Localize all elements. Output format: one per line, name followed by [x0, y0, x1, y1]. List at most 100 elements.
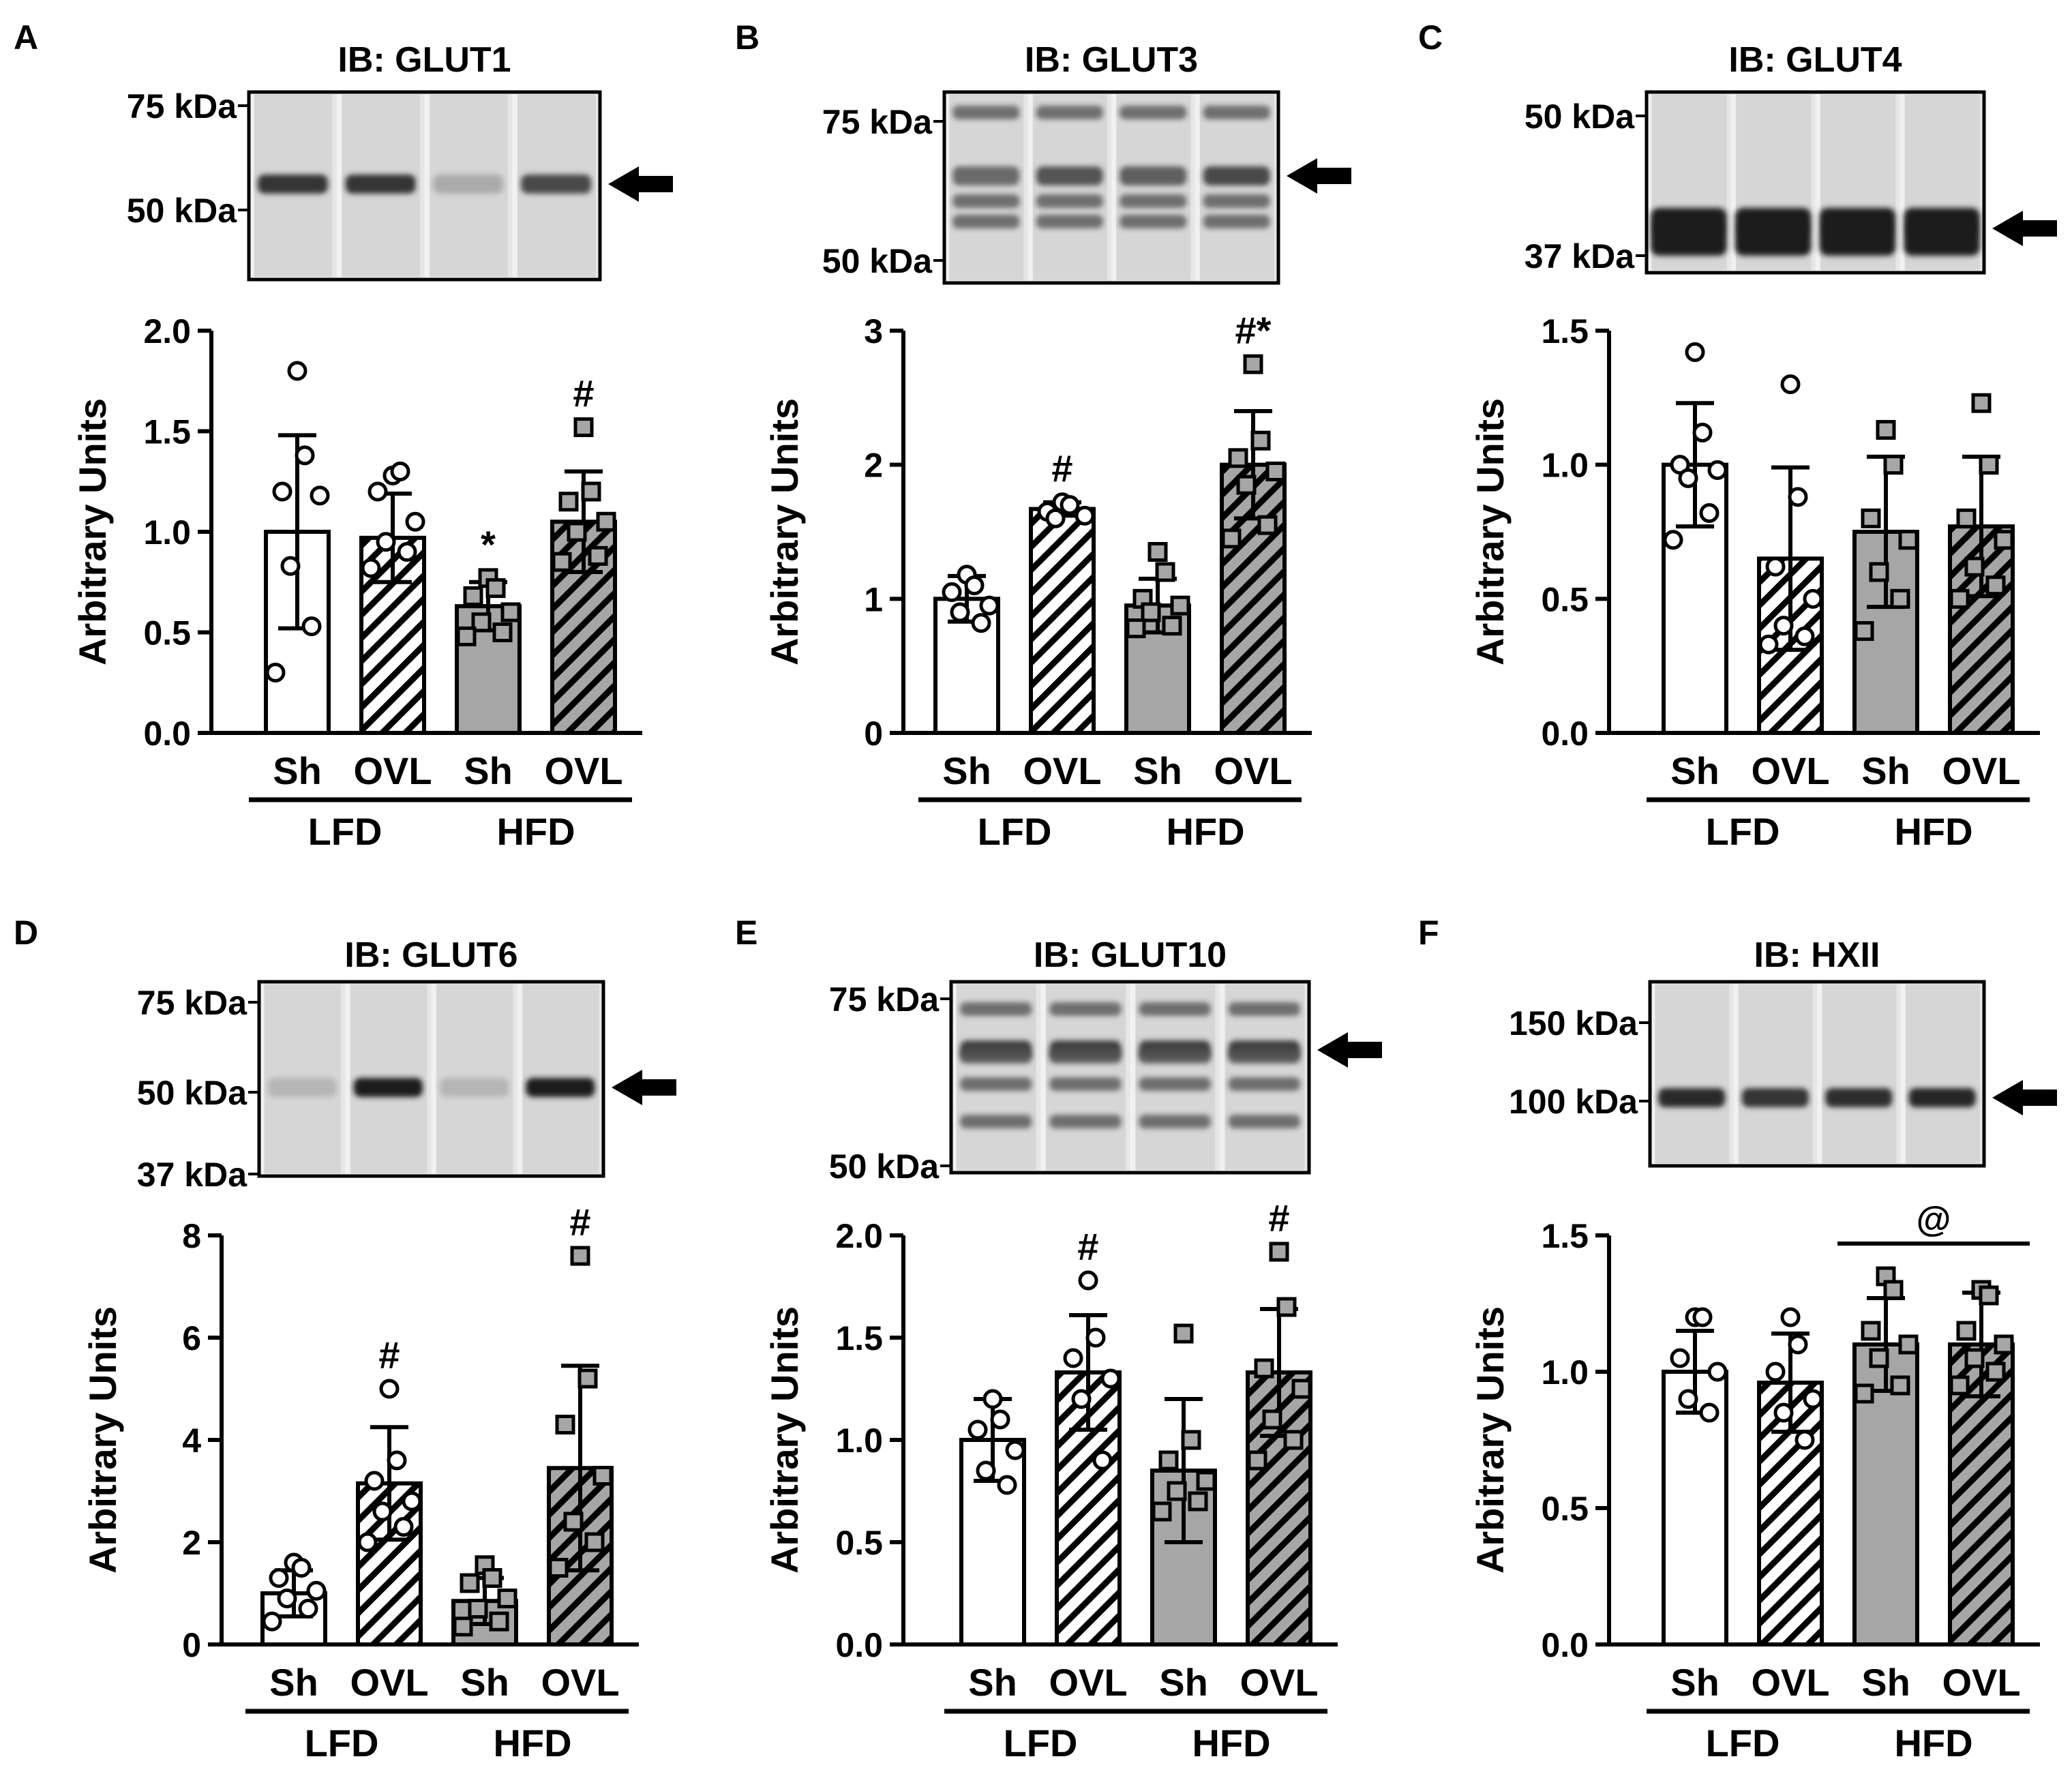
data-point	[555, 1415, 575, 1434]
blot-band-extra	[1139, 1050, 1211, 1064]
data-point	[1979, 1285, 1999, 1306]
x-category-label: Sh	[1861, 1661, 1910, 1704]
data-point	[1257, 515, 1278, 535]
bar	[1029, 507, 1096, 735]
panel-letter: E	[735, 914, 757, 952]
data-point	[1670, 1348, 1690, 1368]
x-category-label: Sh	[942, 749, 991, 792]
blot-band-extra	[1228, 1077, 1300, 1091]
data-point	[1795, 626, 1815, 646]
data-point	[463, 586, 483, 606]
data-point	[596, 511, 616, 532]
blot-band-extra	[1904, 208, 1980, 256]
data-point	[1685, 342, 1705, 362]
data-point	[1141, 602, 1161, 622]
data-point	[1155, 562, 1175, 582]
x-category-label: OVL	[1023, 749, 1101, 792]
data-point	[1045, 508, 1066, 528]
data-point	[1994, 1334, 2014, 1355]
bracket-mark: @	[1917, 1200, 1951, 1239]
data-point	[1170, 595, 1190, 616]
blot-band	[1908, 1088, 1976, 1107]
data-point	[1075, 505, 1095, 526]
kda-marker-label: 75 kDa	[822, 103, 933, 141]
data-point	[482, 1568, 502, 1588]
data-point	[1196, 1471, 1216, 1491]
x-category-label: Sh	[460, 1661, 509, 1704]
blot-lane-gap	[1900, 982, 1906, 1166]
data-point	[468, 1599, 488, 1619]
blot-band-extra	[1049, 1050, 1122, 1064]
data-point	[460, 1573, 480, 1593]
group-label: HFD	[1166, 810, 1244, 853]
data-point	[1854, 621, 1874, 642]
panel-e: E IB: GLUT10 75 kDa 50 kDa 0.0 0.5 1.0 1.5 2.0 Ar…	[735, 914, 1382, 1764]
x-category-label: OVL	[1942, 1661, 2020, 1704]
x-category-label: OVL	[541, 1661, 619, 1704]
data-point	[1949, 588, 1970, 609]
data-point	[1869, 562, 1889, 582]
data-point	[1985, 575, 2006, 596]
data-point	[500, 602, 521, 622]
kda-marker-label: 100 kDa	[1509, 1083, 1638, 1121]
panel-b: B IB: GLUT3 75 kDa 50 kDa 0 1 2 3 Arbitrary Unit…	[735, 18, 1351, 853]
data-point	[1854, 1383, 1874, 1404]
data-point	[367, 481, 388, 502]
y-tick-label: 1.0	[143, 513, 191, 552]
blot-band	[1036, 166, 1103, 185]
kda-marker-label: 75 kDa	[137, 984, 247, 1022]
x-category-label: OVL	[1049, 1661, 1127, 1704]
data-point	[1692, 1307, 1713, 1327]
data-point	[1765, 1362, 1786, 1382]
data-point	[577, 1368, 598, 1389]
y-tick-label: 0.0	[143, 715, 191, 753]
blot-lane-gap	[1817, 982, 1822, 1166]
data-point	[950, 602, 970, 622]
data-point	[1773, 616, 1794, 636]
data-point	[1788, 1334, 1808, 1355]
y-tick-label: 0.0	[1541, 715, 1589, 753]
data-point	[1678, 468, 1698, 488]
y-axis-label: Arbitrary Units	[81, 1306, 124, 1574]
data-point	[272, 481, 292, 502]
data-point	[287, 361, 307, 381]
data-point	[364, 1471, 385, 1491]
data-point	[485, 578, 506, 599]
data-point	[1291, 1379, 1312, 1399]
data-point	[379, 1379, 400, 1399]
blot-band-extra	[1049, 1002, 1122, 1016]
blot-frame	[949, 980, 1311, 1175]
blot-frame	[1648, 980, 1986, 1168]
band-arrow-icon	[1287, 158, 1351, 194]
data-point	[1994, 530, 2014, 550]
data-point	[581, 481, 601, 502]
data-point	[1005, 1440, 1025, 1460]
panel-letter: F	[1418, 914, 1439, 952]
x-category-label: Sh	[1670, 749, 1720, 792]
data-point	[497, 1589, 517, 1608]
data-point	[1979, 455, 1999, 475]
data-point	[262, 1611, 282, 1632]
data-point	[584, 1532, 605, 1552]
data-point	[1236, 475, 1257, 495]
y-tick-label: 0.0	[835, 1626, 883, 1664]
data-point	[1765, 556, 1786, 577]
data-point	[1158, 1450, 1179, 1471]
group-label: LFD	[1706, 810, 1780, 853]
data-point	[592, 1466, 613, 1486]
kda-marker-label: 50 kDa	[127, 192, 237, 230]
data-point	[1162, 616, 1182, 636]
blot-band-extra	[1228, 1002, 1300, 1016]
data-point	[1152, 1501, 1172, 1522]
y-axis-label: Arbitrary Units	[1469, 398, 1512, 665]
blot-lane	[1737, 984, 1813, 1163]
data-point	[971, 613, 991, 633]
data-point	[567, 522, 587, 542]
x-category-label: Sh	[1861, 749, 1910, 792]
data-point	[397, 542, 417, 562]
data-point	[402, 1491, 422, 1512]
y-tick-label: 0.0	[1541, 1626, 1589, 1664]
y-axis-label: Arbitrary Units	[763, 398, 806, 665]
group-label: LFD	[1706, 1722, 1780, 1764]
